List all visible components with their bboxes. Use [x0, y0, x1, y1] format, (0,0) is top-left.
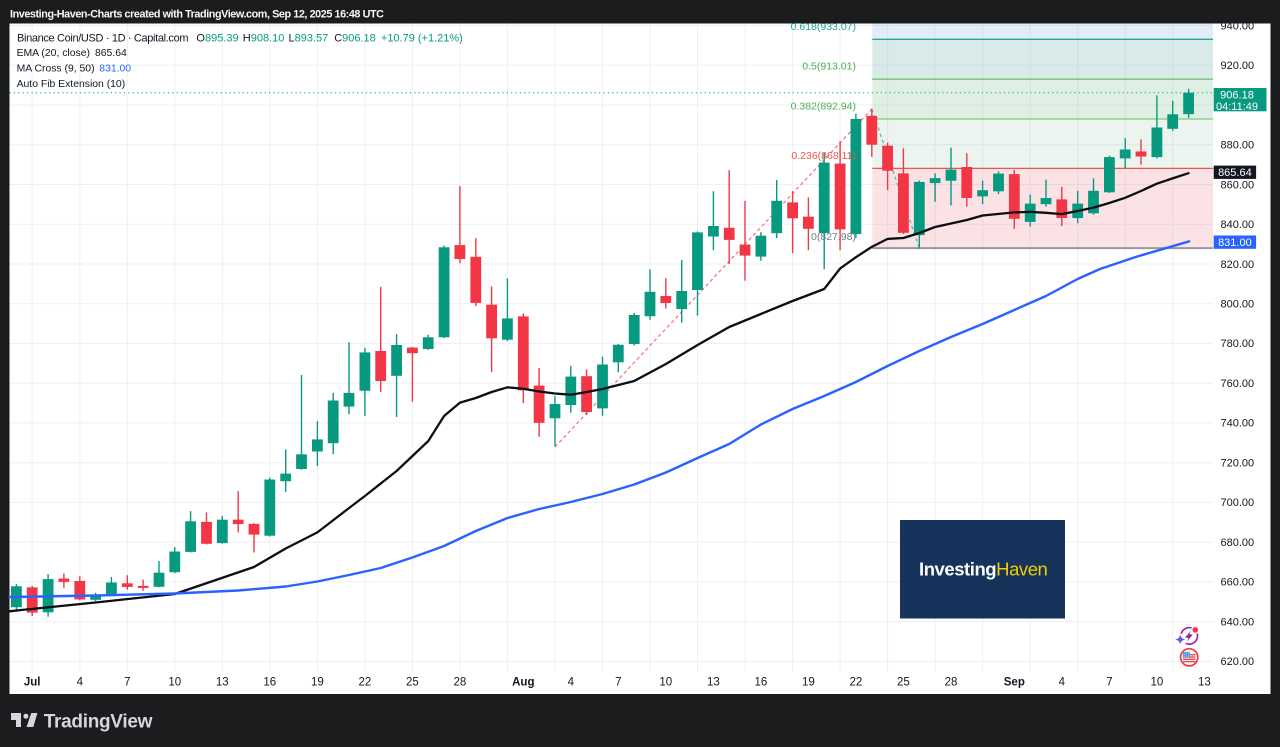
svg-text:EMA (20, close): EMA (20, close): [17, 48, 90, 59]
svg-text:10: 10: [659, 677, 672, 689]
svg-text:22: 22: [850, 677, 863, 689]
svg-text:906.18: 906.18: [1220, 90, 1254, 102]
svg-text:7: 7: [615, 677, 621, 689]
svg-text:0.382(892.94): 0.382(892.94): [791, 101, 856, 113]
svg-text:13: 13: [1198, 677, 1211, 689]
svg-text:0.618(933.07): 0.618(933.07): [791, 21, 856, 33]
svg-text:Jul: Jul: [24, 677, 41, 689]
svg-text:840.00: 840.00: [1221, 219, 1255, 231]
svg-text:7: 7: [124, 677, 130, 689]
svg-text:Auto Fib Extension (10): Auto Fib Extension (10): [17, 79, 126, 90]
svg-text:920.00: 920.00: [1221, 60, 1255, 72]
svg-text:0.236(868.11): 0.236(868.11): [791, 150, 856, 162]
svg-text:28: 28: [454, 677, 467, 689]
svg-text:04:11:49: 04:11:49: [1216, 101, 1258, 113]
svg-text:25: 25: [406, 677, 419, 689]
svg-text:680.00: 680.00: [1221, 537, 1255, 549]
svg-text:19: 19: [802, 677, 815, 689]
svg-text:16: 16: [755, 677, 768, 689]
svg-text:10: 10: [1151, 677, 1164, 689]
svg-text:10: 10: [168, 677, 181, 689]
svg-text:4: 4: [568, 677, 575, 689]
svg-text:660.00: 660.00: [1221, 577, 1255, 589]
svg-text:760.00: 760.00: [1221, 378, 1255, 390]
svg-text:620.00: 620.00: [1221, 656, 1255, 668]
svg-text:640.00: 640.00: [1221, 616, 1255, 628]
svg-text:19: 19: [311, 677, 324, 689]
svg-text:720.00: 720.00: [1221, 458, 1255, 470]
svg-text:0(827.98): 0(827.98): [811, 231, 856, 243]
svg-text:860.00: 860.00: [1221, 179, 1255, 191]
svg-text:Binance Coin/USD · 1D · Capita: Binance Coin/USD · 1D · Capital.com: [17, 32, 188, 44]
svg-text:Investing-Haven-Charts created: Investing-Haven-Charts created with Trad…: [10, 8, 384, 20]
svg-text:4: 4: [77, 677, 84, 689]
svg-text:25: 25: [897, 677, 910, 689]
svg-text:13: 13: [707, 677, 720, 689]
svg-text:MA Cross (9, 50): MA Cross (9, 50): [17, 64, 95, 75]
svg-text:800.00: 800.00: [1221, 299, 1255, 311]
svg-text:0.5(913.01): 0.5(913.01): [802, 61, 856, 73]
svg-text:4: 4: [1059, 677, 1066, 689]
svg-text:Sep: Sep: [1004, 677, 1025, 689]
svg-text:Aug: Aug: [512, 677, 534, 689]
svg-text:22: 22: [359, 677, 372, 689]
svg-text:TradingView: TradingView: [44, 711, 153, 732]
svg-text:13: 13: [216, 677, 229, 689]
svg-text:831.00: 831.00: [99, 64, 131, 75]
svg-text:865.64: 865.64: [1218, 167, 1252, 179]
svg-text:28: 28: [945, 677, 958, 689]
svg-text:7: 7: [1106, 677, 1112, 689]
svg-text:740.00: 740.00: [1221, 418, 1255, 430]
svg-text:865.64: 865.64: [95, 48, 127, 59]
svg-text:16: 16: [263, 677, 276, 689]
svg-text:880.00: 880.00: [1221, 140, 1255, 152]
svg-text:831.00: 831.00: [1218, 237, 1252, 249]
svg-text:820.00: 820.00: [1221, 259, 1255, 271]
svg-text:700.00: 700.00: [1221, 497, 1255, 509]
svg-text:780.00: 780.00: [1221, 338, 1255, 350]
svg-text:InvestingHaven: InvestingHaven: [919, 559, 1048, 580]
